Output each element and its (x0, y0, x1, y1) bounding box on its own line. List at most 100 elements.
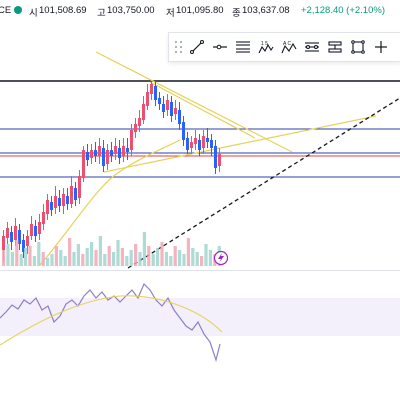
candle-body (30, 224, 33, 236)
volume-bar (63, 256, 67, 266)
candle-body (198, 140, 201, 150)
volume-bar (125, 256, 129, 266)
candle-body (126, 148, 129, 152)
candle-body (210, 140, 213, 148)
volume-bar (19, 254, 23, 266)
volume-bar (32, 256, 36, 266)
symbol-name[interactable]: CE (0, 5, 12, 16)
volume-bar (81, 254, 85, 266)
candle-body (46, 200, 49, 214)
crosshair-tool[interactable] (370, 36, 392, 58)
candle-body (186, 138, 189, 150)
open-label: 시 (29, 8, 38, 19)
trend-line-icon (190, 40, 204, 54)
rsi-line (0, 282, 221, 363)
volume-bar (147, 246, 151, 266)
volume-bar (138, 252, 142, 266)
candle-body (94, 150, 97, 156)
candle-body (66, 196, 69, 204)
volume-bar (200, 256, 204, 266)
parallel-channel-tool[interactable] (232, 36, 254, 58)
candle-body (114, 146, 117, 154)
candlestick-series (2, 82, 221, 262)
volume-bar (76, 244, 80, 266)
ohlc-legend: CE 시 101,508.69 고 103,750.00 저 101,095.8… (0, 0, 400, 22)
horizontal-ray-tool[interactable] (209, 36, 231, 58)
candle-body (142, 104, 145, 120)
candle-body (206, 138, 209, 142)
rsi-band (0, 298, 400, 336)
candle-body (146, 92, 149, 106)
svg-text:1 5: 1 5 (261, 41, 268, 47)
fib-retracement-tool[interactable]: 1 5 (255, 36, 277, 58)
candle-body (90, 150, 93, 158)
candle-body (58, 198, 61, 206)
volume-bar (10, 252, 14, 266)
volume-bar (164, 252, 168, 266)
abc-pattern-tool[interactable]: A C (278, 36, 300, 58)
volume-bar (68, 238, 72, 266)
candle-body (166, 100, 169, 110)
drag-handle-icon[interactable] (173, 39, 185, 55)
candle-body (134, 124, 137, 132)
volume-bar (204, 244, 208, 266)
volume-bar (191, 248, 195, 266)
price-range-tool[interactable] (324, 36, 346, 58)
candle-body (102, 148, 105, 166)
volume-bar (37, 242, 41, 266)
pane-separator[interactable] (0, 270, 400, 271)
crosshair-icon (375, 41, 387, 53)
candle-body (130, 130, 133, 150)
candle-body (86, 152, 89, 160)
date-range-tool[interactable] (301, 36, 323, 58)
volume-bar (169, 256, 173, 266)
candle-body (82, 150, 85, 178)
rectangle-tool[interactable] (347, 36, 369, 58)
change-value: +2,128.40 (+2.10%) (301, 5, 385, 16)
candle-body (190, 142, 193, 148)
candle-body (78, 176, 81, 198)
rsi-ma-line (0, 295, 223, 346)
candle-body (162, 104, 165, 112)
volume-bar (151, 254, 155, 266)
candle-body (74, 188, 77, 200)
horizontal-ray-icon (213, 44, 227, 50)
volume-bar (107, 246, 111, 266)
dashed-trendline[interactable] (127, 97, 400, 269)
candle-body (42, 212, 45, 224)
market-status-dot (14, 6, 22, 14)
parallel-channel-icon (236, 41, 250, 53)
close-label: 종 (232, 8, 241, 19)
volume-bar (173, 246, 177, 266)
volume-bar (59, 250, 63, 266)
volume-bar (90, 242, 94, 266)
candle-body (218, 154, 221, 166)
yellow-trendlines[interactable] (39, 51, 377, 266)
candle-body (22, 240, 25, 252)
candle-body (54, 196, 57, 208)
volume-bar (129, 250, 133, 266)
candle-body (2, 236, 5, 250)
open-value: 101,508.69 (39, 5, 87, 16)
volume-bar (54, 246, 58, 266)
candle-body (182, 122, 185, 140)
svg-text:A C: A C (283, 41, 291, 47)
candle-body (18, 230, 21, 244)
candle-body (38, 222, 41, 234)
candle-body (154, 86, 157, 100)
volume-bar (46, 258, 50, 266)
volume-bar (112, 252, 116, 266)
candle-body (178, 110, 181, 124)
volume-bar (186, 238, 190, 266)
candle-body (118, 148, 121, 158)
high-label: 고 (97, 8, 106, 19)
volume-bar (156, 248, 160, 266)
volume-bar (41, 252, 45, 266)
trend-line-tool[interactable] (186, 36, 208, 58)
volume-bar (28, 246, 32, 266)
candle-body (214, 146, 217, 168)
event-flash-icon[interactable] (213, 250, 229, 266)
volume-bar (160, 242, 164, 266)
candle-body (6, 228, 9, 238)
